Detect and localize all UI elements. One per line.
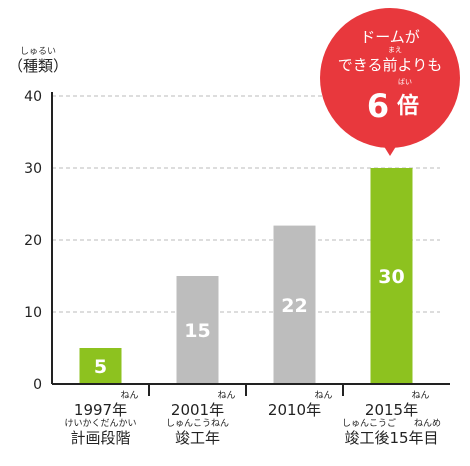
x-category-label: ねん 2010年 <box>243 391 347 419</box>
x-category-sub: 竣工年 <box>174 429 220 447</box>
x-category-ruby: ねん <box>411 391 430 401</box>
callout-ruby2: ばい <box>398 77 412 86</box>
x-category-year: 2001年 <box>170 401 225 419</box>
x-category-sub-ruby: しゅんこうご ねんめ <box>341 419 441 429</box>
bar-value-label: 22 <box>281 295 307 317</box>
callout-bubble: ドームが まえ できる前よりも ばい 6 倍 <box>320 8 460 156</box>
y-tick-label: 30 <box>24 161 42 177</box>
bar <box>176 276 219 384</box>
x-category-label: ねん 1997年 けいかくだんかい 計画段階 <box>49 391 153 447</box>
x-category-year: 2015年 <box>364 401 419 419</box>
x-category-ruby: ねん <box>217 391 236 401</box>
x-category-sub-ruby: しゅんこうねん <box>165 419 229 429</box>
y-tick-label: 20 <box>24 233 42 249</box>
x-category-year: 2010年 <box>267 401 322 419</box>
x-category-sub: 計画段階 <box>70 429 131 447</box>
y-unit-ruby: しゅるい <box>19 47 56 57</box>
y-tick-label: 10 <box>24 305 42 321</box>
bar-value-label: 30 <box>378 266 404 288</box>
x-category-sub: 竣工後15年目 <box>344 429 439 447</box>
y-tick-label: 0 <box>33 377 42 393</box>
x-category-ruby: ねん <box>120 391 139 401</box>
callout-line2: できる前よりも <box>338 56 442 74</box>
y-unit-label: （種類） <box>8 57 69 75</box>
bar-value-label: 15 <box>184 320 210 342</box>
x-category-year: 1997年 <box>73 401 128 419</box>
callout-circle <box>320 8 460 148</box>
callout-ruby1: まえ <box>388 46 402 54</box>
bar-value-label: 5 <box>94 356 107 378</box>
callout-big-unit: 倍 <box>397 93 419 119</box>
x-category-ruby: ねん <box>314 391 333 401</box>
bar <box>370 168 413 384</box>
x-category-sub-ruby: けいかくだんかい <box>64 419 137 429</box>
callout-line1: ドームが <box>360 28 420 46</box>
bar <box>273 225 316 384</box>
x-category-label: ねん 2015年 しゅんこうご ねんめ 竣工後15年目 <box>340 391 444 447</box>
x-category-label: ねん 2001年 しゅんこうねん 竣工年 <box>146 391 250 447</box>
y-tick-label: 40 <box>24 89 42 105</box>
callout-pointer <box>380 140 400 156</box>
callout-big-number: 6 <box>367 87 389 125</box>
bar <box>79 348 122 384</box>
